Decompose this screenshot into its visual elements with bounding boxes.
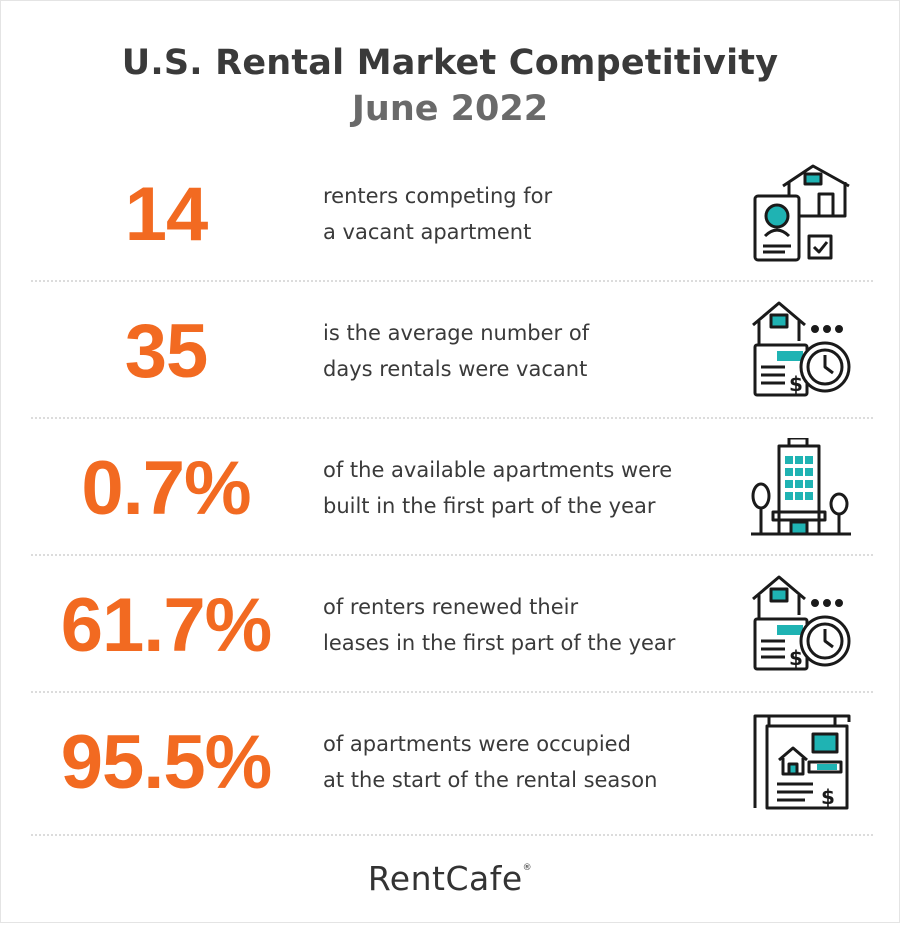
stat-row-renewals: 61.7% of renters renewed their leases in… xyxy=(31,557,873,693)
apartment-building-icon xyxy=(751,438,851,536)
stat-row-vacancy-days: 35 is the average number of days rentals… xyxy=(31,283,873,419)
row-divider xyxy=(31,834,873,836)
rent-sign-icon: $ xyxy=(753,714,851,810)
stat-description-line: at the start of the rental season xyxy=(323,768,658,792)
stat-value: 95.5% xyxy=(60,719,273,805)
house-timer-icon: $ xyxy=(752,301,851,397)
stat-description-line: built in the first part of the year xyxy=(323,494,656,518)
stat-row-renters: 14 renters competing for a vacant apartm… xyxy=(31,146,873,282)
stat-description-line: renters competing for xyxy=(323,184,553,208)
page-subtitle: June 2022 xyxy=(351,89,549,129)
stat-description-line: is the average number of xyxy=(323,321,590,345)
stat-value: 61.7% xyxy=(60,582,273,668)
stat-value: 0.7% xyxy=(81,445,251,531)
stat-row-occupancy: 95.5% of apartments were occupied at the… xyxy=(31,694,873,830)
house-timer-icon: $ xyxy=(752,575,851,671)
stat-description-line: days rentals were vacant xyxy=(323,357,588,381)
svg-text:$: $ xyxy=(789,372,803,396)
stat-value: 14 xyxy=(124,171,209,257)
row-divider xyxy=(31,280,873,282)
logo-text: RentCafe xyxy=(367,859,523,898)
svg-text:$: $ xyxy=(789,646,803,670)
stat-description: of renters renewed their leases in the f… xyxy=(323,557,723,693)
stat-description-line: a vacant apartment xyxy=(323,220,532,244)
svg-text:$: $ xyxy=(821,785,835,809)
stat-description: of the available apartments were built i… xyxy=(323,420,723,556)
stat-value: 35 xyxy=(124,308,209,394)
rentcafe-logo: RentCafe® xyxy=(1,859,899,898)
stat-description-line: of the available apartments were xyxy=(323,458,673,482)
stat-description: renters competing for a vacant apartment xyxy=(323,146,723,282)
applicant-house-icon xyxy=(753,164,850,262)
stat-description-line: of renters renewed their xyxy=(323,595,579,619)
row-divider xyxy=(31,691,873,693)
stat-row-new-apartments: 0.7% of the available apartments were bu… xyxy=(31,420,873,556)
row-divider xyxy=(31,554,873,556)
stat-description: is the average number of days rentals we… xyxy=(323,283,723,419)
registered-mark: ® xyxy=(522,863,533,873)
stat-description-line: of apartments were occupied xyxy=(323,732,631,756)
stat-description-line: leases in the first part of the year xyxy=(323,631,676,655)
stat-description: of apartments were occupied at the start… xyxy=(323,694,723,830)
page-title: U.S. Rental Market Competitivity xyxy=(121,43,779,83)
row-divider xyxy=(31,417,873,419)
